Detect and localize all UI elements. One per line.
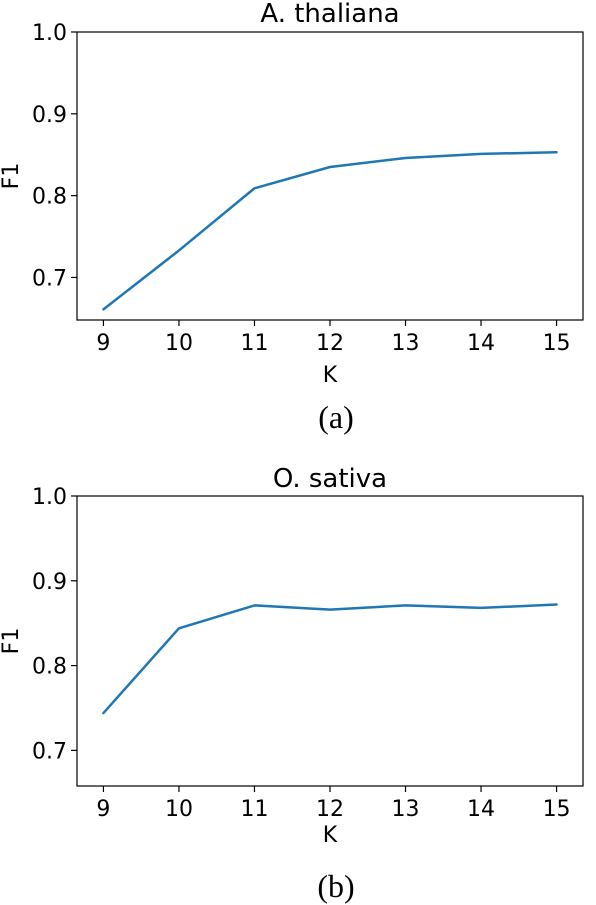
x-tick-label: 12 xyxy=(316,331,344,356)
x-tick-label: 11 xyxy=(240,797,268,822)
y-tick-label: 0.7 xyxy=(32,739,67,764)
x-tick-label: 15 xyxy=(543,797,571,822)
figure-caption: (a) xyxy=(318,399,354,435)
x-tick-label: 10 xyxy=(165,797,193,822)
y-axis-label: F1 xyxy=(0,628,24,655)
series-line xyxy=(102,151,558,311)
plot-frame xyxy=(76,31,584,321)
y-tick-label: 1.0 xyxy=(32,21,67,46)
y-tick-label: 0.9 xyxy=(32,570,67,595)
x-tick-label: 14 xyxy=(467,331,495,356)
x-tick-label: 14 xyxy=(467,797,495,822)
y-axis-label: F1 xyxy=(0,163,24,190)
x-axis-label: K xyxy=(323,823,338,848)
chart-a-thaliana: A. thaliana 9 10 11 12 13 14 15 0.7 0.8 0.9 1.0 K F1 (… xyxy=(0,0,584,435)
x-tick-label: 9 xyxy=(96,797,110,822)
chart-title: O. sativa xyxy=(273,464,387,494)
y-tick-label: 0.8 xyxy=(32,655,67,680)
figure-caption: (b) xyxy=(317,868,354,904)
chart-title: A. thaliana xyxy=(260,0,399,29)
y-tick-label: 0.8 xyxy=(32,185,67,210)
x-tick-label: 11 xyxy=(240,331,268,356)
x-tick-label: 9 xyxy=(96,331,110,356)
plot-frame xyxy=(76,495,584,787)
chart-o-sativa: O. sativa 9 10 11 12 13 14 15 0.7 0.8 0.9 1.0 K F1 (b) xyxy=(0,464,584,904)
y-tick-label: 0.7 xyxy=(32,266,67,291)
series-line xyxy=(102,603,558,715)
x-tick-label: 12 xyxy=(316,797,344,822)
x-tick-label: 15 xyxy=(543,331,571,356)
x-tick-label: 13 xyxy=(392,797,420,822)
x-tick-label: 13 xyxy=(392,331,420,356)
y-tick-label: 0.9 xyxy=(32,103,67,128)
x-axis-label: K xyxy=(323,363,338,388)
y-tick-label: 1.0 xyxy=(32,485,67,510)
x-tick-label: 10 xyxy=(165,331,193,356)
